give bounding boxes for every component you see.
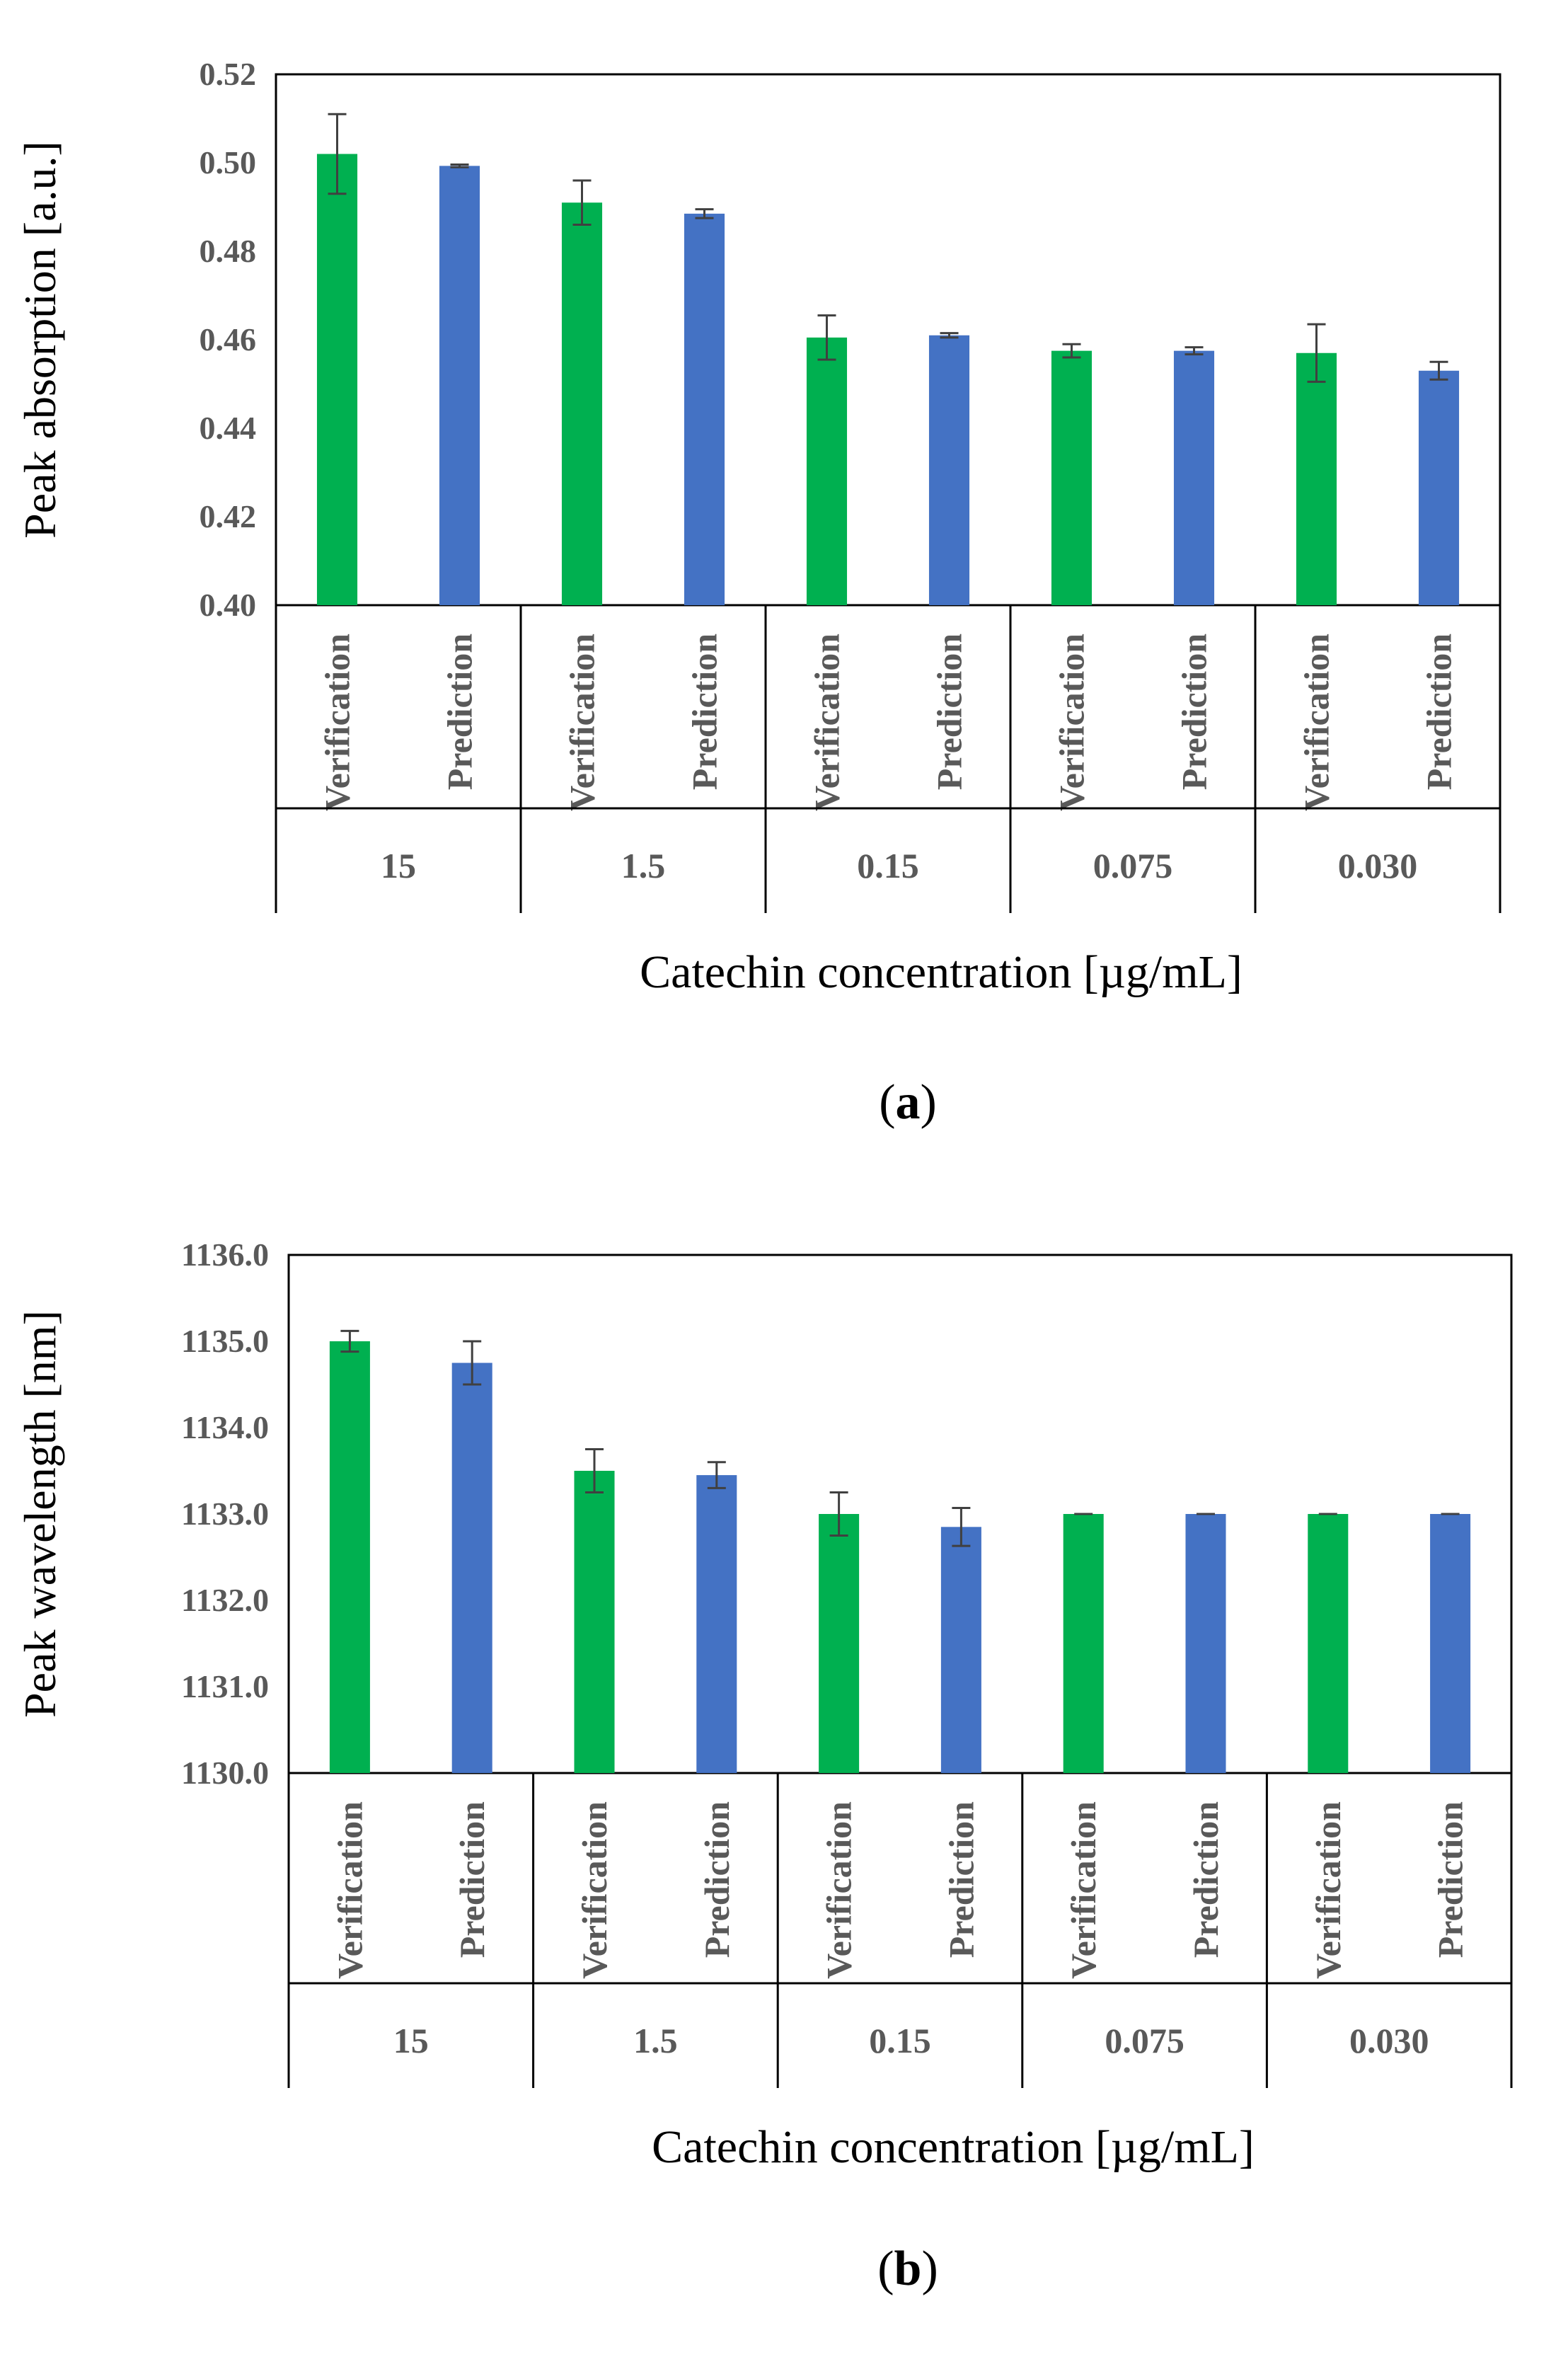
bar-verification-1.5 <box>574 1471 615 1773</box>
y-tick-label: 1133.0 <box>181 1496 269 1532</box>
bar-prediction-1.5 <box>684 213 725 605</box>
bar-prediction-15 <box>451 1363 492 1773</box>
category-label-prediction: Prediction <box>1175 633 1214 790</box>
x-axis-label: Catechin concentration [µg/mL] <box>640 946 1243 998</box>
y-tick-label: 1131.0 <box>181 1668 269 1704</box>
bar-verification-15 <box>329 1341 370 1773</box>
group-label-1.5: 1.5 <box>621 846 666 885</box>
bar-prediction-0.15 <box>928 335 970 605</box>
group-label-0.15: 0.15 <box>869 2021 931 2060</box>
category-label-verification: Verification <box>330 1801 369 1979</box>
panel-label: (a) <box>879 1075 937 1130</box>
y-axis-label: Peak wavelength [nm] <box>15 1310 65 1718</box>
panel-label: (b) <box>877 2242 938 2296</box>
group-label-15: 15 <box>393 2021 429 2060</box>
category-label-verification: Verification <box>563 633 602 811</box>
y-tick-label: 0.46 <box>200 321 257 357</box>
category-label-verification: Verification <box>819 1801 859 1979</box>
category-label-prediction: Prediction <box>685 633 725 790</box>
y-axis-label: Peak absorption [a.u.] <box>15 141 65 539</box>
bar-verification-0.030 <box>1296 352 1337 605</box>
group-label-0.075: 0.075 <box>1093 846 1173 885</box>
group-label-0.075: 0.075 <box>1105 2021 1184 2060</box>
category-label-verification: Verification <box>807 633 847 811</box>
y-tick-label: 0.40 <box>200 587 257 623</box>
bar-verification-0.075 <box>1063 1514 1104 1773</box>
bar-prediction-1.5 <box>696 1475 737 1773</box>
category-label-verification: Verification <box>1063 1801 1103 1979</box>
bar-prediction-0.030 <box>1418 370 1460 605</box>
chart-panel-b: 1130.0 1131.0 1132.0 1133.0 1134.0 1135.0 1136… <box>15 1237 1513 2296</box>
y-tick-label: 1136.0 <box>181 1237 269 1273</box>
category-label-verification: Verification <box>1052 633 1092 811</box>
bar-prediction-0.075 <box>1173 350 1215 605</box>
category-label-prediction: Prediction <box>452 1801 492 1958</box>
category-label-prediction: Prediction <box>697 1801 737 1958</box>
y-tick-label: 1130.0 <box>181 1755 269 1791</box>
y-tick-label: 1135.0 <box>181 1323 269 1359</box>
category-label-verification: Verification <box>1297 633 1337 811</box>
y-tick-label: 0.52 <box>200 56 257 92</box>
plot-area-frame <box>275 73 1501 607</box>
category-label-verification: Verification <box>575 1801 614 1979</box>
category-label-prediction: Prediction <box>930 633 969 790</box>
category-label-prediction: Prediction <box>440 633 480 790</box>
y-tick-label: 0.44 <box>200 410 257 446</box>
category-label-verification: Verification <box>1308 1801 1348 1979</box>
y-tick-label: 1132.0 <box>181 1582 269 1618</box>
bar-verification-0.15 <box>806 337 848 605</box>
y-tick-label: 1134.0 <box>181 1409 269 1445</box>
bar-prediction-0.15 <box>940 1527 981 1773</box>
bar-verification-0.075 <box>1051 350 1093 605</box>
y-tick-label: 0.50 <box>200 144 257 180</box>
bar-verification-1.5 <box>561 202 603 605</box>
bar-verification-0.15 <box>819 1514 860 1773</box>
group-label-0.030: 0.030 <box>1349 2021 1429 2060</box>
category-label-prediction: Prediction <box>1419 633 1459 790</box>
bar-prediction-0.075 <box>1185 1514 1226 1773</box>
category-label-verification: Verification <box>318 633 357 811</box>
category-label-prediction: Prediction <box>1431 1801 1470 1958</box>
group-label-0.15: 0.15 <box>857 846 919 885</box>
bar-verification-15 <box>316 154 358 605</box>
bar-prediction-15 <box>439 166 480 605</box>
bar-verification-0.030 <box>1308 1514 1349 1773</box>
y-tick-label: 0.48 <box>200 233 257 269</box>
category-label-prediction: Prediction <box>941 1801 981 1958</box>
group-label-0.030: 0.030 <box>1338 846 1418 885</box>
plot-area-frame <box>287 1254 1513 1774</box>
chart-panel-a: 0.40 0.42 0.44 0.46 0.48 0.50 0.52 Peak absorpt… <box>15 56 1501 1130</box>
group-label-15: 15 <box>381 846 416 885</box>
group-label-1.5: 1.5 <box>633 2021 678 2060</box>
y-tick-label: 0.42 <box>200 498 257 534</box>
bar-prediction-0.030 <box>1430 1514 1471 1773</box>
category-label-prediction: Prediction <box>1186 1801 1226 1958</box>
x-axis-label: Catechin concentration [µg/mL] <box>652 2121 1255 2173</box>
